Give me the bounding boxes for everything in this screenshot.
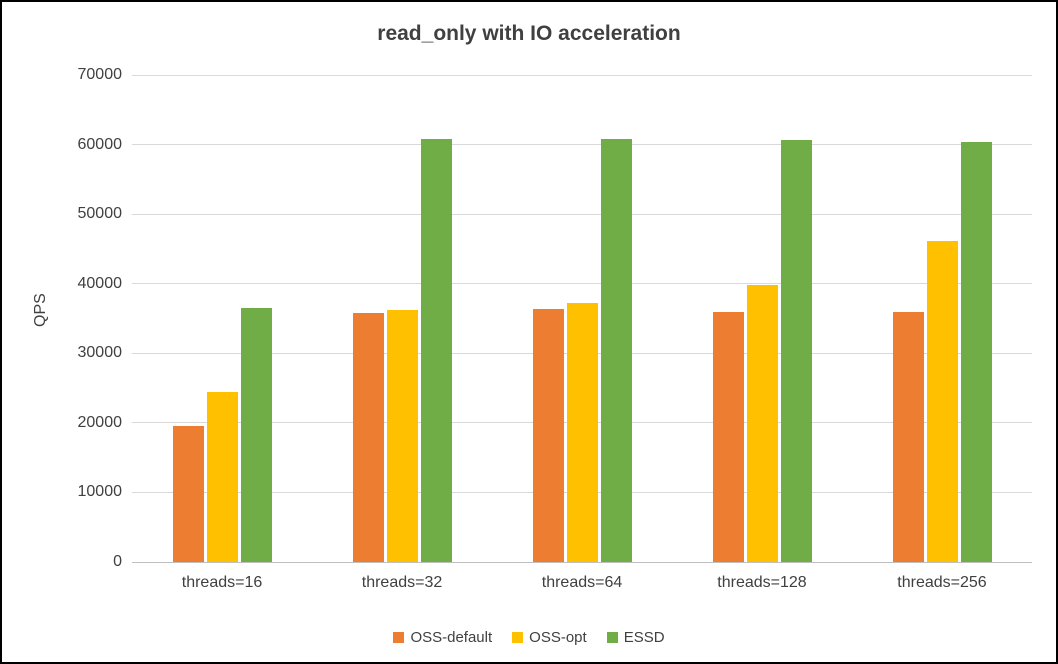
y-tick-label: 60000 — [77, 135, 123, 153]
legend: OSS-default OSS-opt ESSD — [2, 629, 1056, 646]
bar-group: threads=128 — [712, 75, 812, 591]
y-tick-label: 70000 — [77, 66, 123, 83]
legend-swatch-icon — [393, 632, 405, 643]
bar-group: threads=16 — [172, 75, 272, 591]
bar-oss-default — [532, 309, 564, 562]
plot-area: 0 10000 20000 30000 40000 50000 60000 70000 thre… — [78, 66, 1032, 591]
y-tick-label: 40000 — [77, 274, 123, 292]
bar-essd — [960, 141, 992, 562]
y-tick-label: 0 — [113, 553, 122, 570]
y-tick-label: 50000 — [77, 205, 123, 223]
bar-groups: threads=16 threads=32 threads=64 threads=12… — [132, 75, 1032, 591]
legend-swatch-icon — [512, 632, 524, 643]
legend-label: ESSD — [623, 629, 665, 646]
bar-group: threads=256 — [892, 75, 992, 591]
legend-item: ESSD — [606, 629, 665, 646]
gridline — [132, 144, 1032, 146]
bar-oss-opt — [926, 241, 958, 562]
bar-essd — [600, 139, 632, 562]
gridline — [132, 213, 1032, 215]
legend-swatch-icon — [606, 632, 618, 643]
bar-essd — [420, 139, 452, 562]
bar-oss-default — [352, 312, 384, 562]
bar-oss-opt — [566, 303, 598, 562]
bar-oss-opt — [746, 285, 778, 562]
gridline — [132, 283, 1032, 285]
y-tick-label: 10000 — [77, 483, 123, 501]
bar-oss-default — [712, 311, 744, 562]
bar-essd — [240, 308, 272, 562]
legend-label: OSS-opt — [529, 629, 587, 646]
bar-oss-opt — [206, 391, 238, 562]
gridline — [132, 74, 1032, 76]
legend-item: OSS-default — [393, 629, 492, 646]
chart-title: read_only with IO acceleration — [377, 22, 681, 45]
bar-oss-default — [172, 426, 204, 562]
x-category-label: threads=16 — [181, 574, 263, 591]
legend-item: OSS-opt — [512, 629, 587, 646]
x-axis-line — [132, 561, 1032, 563]
bar-group: threads=64 — [532, 75, 632, 591]
x-category-label: threads=256 — [897, 574, 987, 591]
bar-group: threads=32 — [352, 75, 452, 591]
bar-oss-default — [892, 311, 924, 562]
y-axis-title: QPS — [31, 293, 49, 327]
y-tick-label: 30000 — [77, 344, 123, 362]
x-category-label: threads=32 — [361, 574, 443, 591]
bar-essd — [780, 139, 812, 562]
x-category-label: threads=128 — [717, 574, 807, 591]
x-category-label: threads=64 — [541, 574, 623, 591]
bar-oss-opt — [386, 310, 418, 562]
y-tick-label: 20000 — [77, 413, 123, 431]
legend-label: OSS-default — [410, 629, 493, 646]
